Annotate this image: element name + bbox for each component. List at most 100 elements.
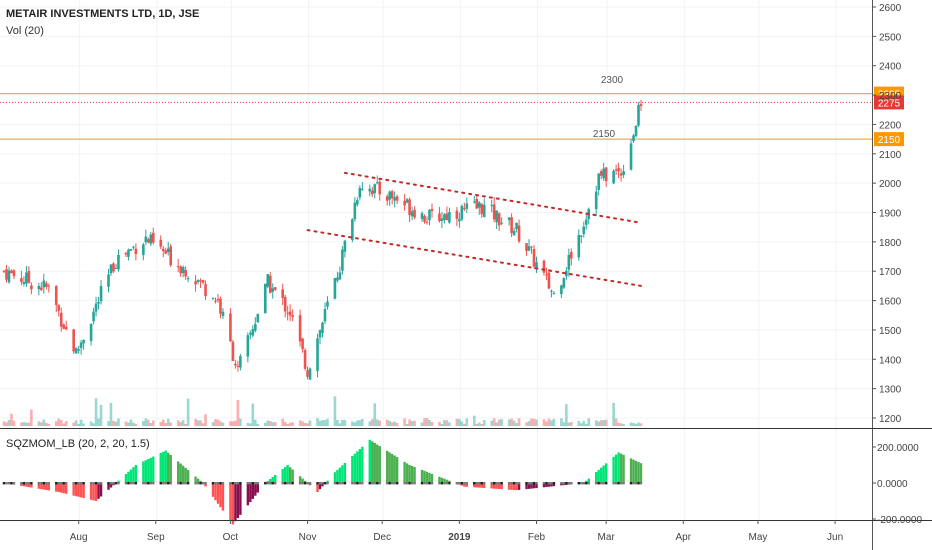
mom-bar xyxy=(181,465,185,483)
squeeze-dot xyxy=(147,482,150,485)
candle-body xyxy=(199,280,202,282)
squeeze-dot xyxy=(92,482,95,485)
volume-bar xyxy=(584,423,588,426)
squeeze-dot xyxy=(358,482,362,485)
volume-bar xyxy=(214,419,217,426)
mom-bar xyxy=(231,483,235,525)
volume-bar xyxy=(303,423,307,426)
volume-bar xyxy=(186,398,190,426)
squeeze-dot xyxy=(405,482,409,485)
volume-bar xyxy=(298,420,302,426)
squeeze-dot xyxy=(274,482,277,485)
squeeze-dot xyxy=(72,482,75,485)
squeeze-dot xyxy=(283,482,287,485)
volume-bar xyxy=(356,420,359,426)
volume-bar xyxy=(425,418,429,426)
volume-bar xyxy=(94,398,98,426)
volume-bar xyxy=(587,418,591,426)
volume-bar xyxy=(179,422,182,426)
mom-bar xyxy=(27,483,31,488)
trendlines[interactable] xyxy=(306,171,642,287)
candle-body xyxy=(443,214,446,221)
candle-body xyxy=(579,235,583,237)
volume-bar xyxy=(336,420,339,426)
mom-bar xyxy=(358,449,362,483)
squeeze-dot xyxy=(507,482,511,485)
squeeze-dot xyxy=(512,482,516,485)
mom-bar xyxy=(124,474,128,483)
mom-bar xyxy=(271,477,274,483)
squeeze-dot xyxy=(448,482,451,485)
mom-bar xyxy=(612,456,615,483)
volume-bar xyxy=(440,423,444,426)
squeeze-dot xyxy=(30,482,33,485)
volume-bar xyxy=(455,418,459,426)
mom-bar xyxy=(301,478,304,483)
volume-bar xyxy=(604,419,608,426)
candle-body xyxy=(385,196,389,201)
candle-body xyxy=(22,282,26,284)
candle-body xyxy=(321,322,324,333)
mom-bar xyxy=(443,478,446,483)
volume-bars xyxy=(2,396,643,426)
volume-bar xyxy=(166,418,170,426)
squeeze-dot xyxy=(597,482,600,485)
mom-bar xyxy=(507,483,511,490)
volume-bar xyxy=(547,418,551,426)
squeeze-dot xyxy=(303,482,307,485)
volume-bar xyxy=(308,420,312,426)
volume-bar xyxy=(82,423,85,426)
mom-bar xyxy=(525,483,528,490)
candle-body xyxy=(565,270,568,277)
mom-bar xyxy=(298,476,302,483)
mom-bar xyxy=(45,483,48,490)
volume-bar xyxy=(351,421,354,426)
volume-bar xyxy=(460,421,464,426)
candle-body xyxy=(239,356,242,368)
mom-bar xyxy=(480,483,483,488)
squeeze-dot xyxy=(463,482,466,485)
volume-bar xyxy=(632,423,635,426)
volume-bar xyxy=(390,422,394,426)
mom-bar xyxy=(333,472,337,483)
candle-body xyxy=(545,274,548,276)
candle-body xyxy=(221,311,225,317)
mom-bar xyxy=(283,467,287,483)
mom-bar xyxy=(60,483,63,493)
mom-bar xyxy=(30,483,33,488)
mom-bar xyxy=(527,483,531,489)
squeeze-dot xyxy=(65,482,68,485)
volume-bar xyxy=(239,418,242,426)
squeeze-dot xyxy=(114,482,118,485)
volume-bar xyxy=(45,422,48,426)
price-tick-1700: 1700 xyxy=(879,267,902,278)
volume-bar xyxy=(159,421,163,426)
candle-body xyxy=(306,370,309,377)
mom-bar xyxy=(510,483,513,490)
mom-bar xyxy=(55,483,58,492)
squeeze-dot xyxy=(60,482,63,485)
squeeze-dot xyxy=(527,482,531,485)
volume-bar xyxy=(271,422,275,426)
volume-bar xyxy=(358,420,362,426)
volume-bar xyxy=(602,420,605,426)
volume-bar xyxy=(373,403,377,426)
candle-body xyxy=(527,246,531,251)
volume-bar xyxy=(27,422,31,426)
mom-bar xyxy=(321,483,324,487)
volume-bar xyxy=(458,419,461,426)
candle-body xyxy=(169,246,173,266)
mom-bar xyxy=(622,454,625,483)
candle-body xyxy=(184,269,187,277)
price-tag-2150: 2150 xyxy=(878,135,901,146)
candle-body xyxy=(214,300,217,302)
mom-bar xyxy=(82,483,85,498)
volume-bar xyxy=(263,422,267,426)
squeeze-dot xyxy=(443,482,446,485)
candle-body xyxy=(535,262,538,269)
mom-bar xyxy=(186,470,190,483)
squeeze-dot xyxy=(617,482,620,485)
volume-bar xyxy=(62,423,66,426)
squeeze-dot xyxy=(306,482,309,485)
